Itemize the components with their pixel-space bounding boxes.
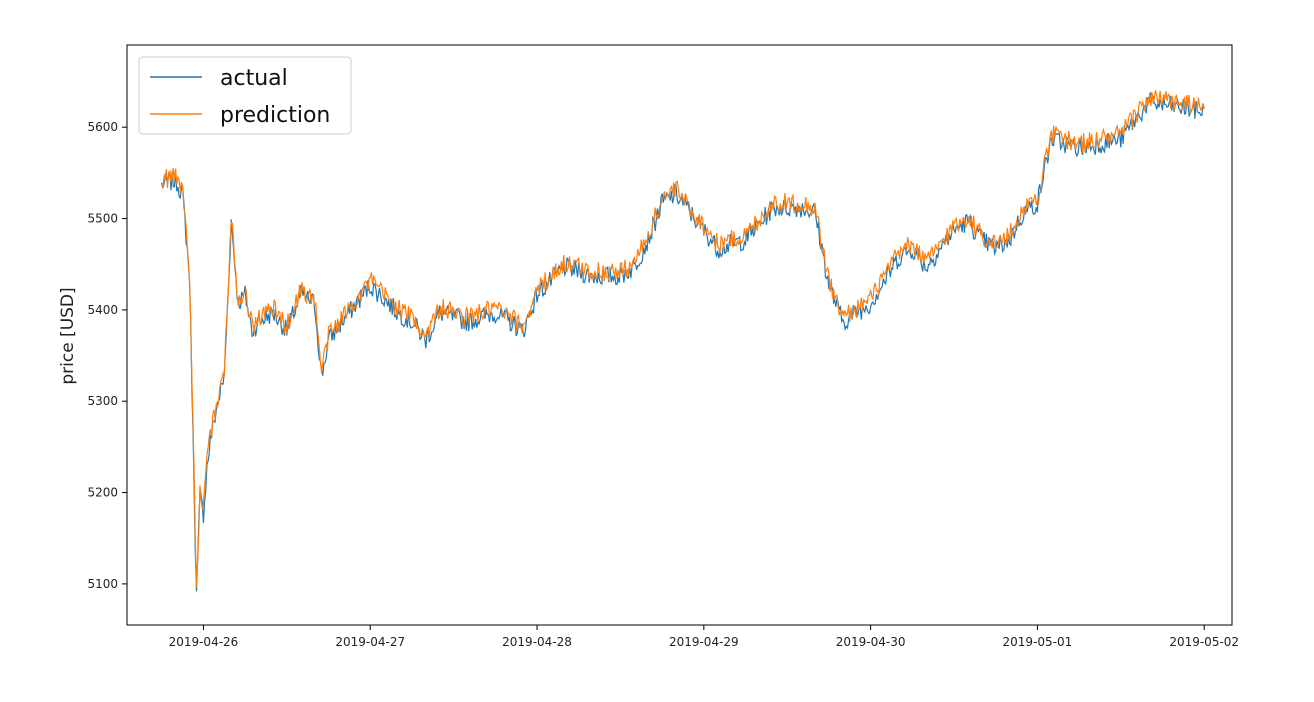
y-axis: 5100 5200 5300 5400 5500 5600: [87, 120, 127, 591]
x-tick-label: 2019-04-27: [335, 635, 405, 649]
x-axis: 2019-04-26 2019-04-27 2019-04-28 2019-04-29…: [169, 625, 1239, 649]
series-line-prediction: [161, 90, 1205, 588]
legend-label-prediction: prediction: [220, 103, 330, 128]
y-tick-label: 5500: [87, 212, 118, 226]
y-tick-label: 5100: [87, 577, 118, 591]
x-tick-label: 2019-04-28: [502, 635, 572, 649]
legend-label-actual: actual: [220, 66, 288, 91]
plot-lines: [161, 90, 1205, 592]
y-tick-label: 5400: [87, 303, 118, 317]
x-tick-label: 2019-05-02: [1169, 635, 1239, 649]
plot-frame: [126, 44, 1233, 626]
y-tick-label: 5300: [87, 394, 118, 408]
y-axis-title: price [USD]: [58, 287, 78, 384]
x-tick-label: 2019-04-29: [669, 635, 739, 649]
legend: actual prediction: [138, 56, 352, 135]
x-tick-label: 2019-04-26: [169, 635, 239, 649]
x-tick-label: 2019-05-01: [1003, 635, 1073, 649]
x-tick-label: 2019-04-30: [836, 635, 906, 649]
y-tick-label: 5600: [87, 120, 118, 134]
y-tick-label: 5200: [87, 486, 118, 500]
